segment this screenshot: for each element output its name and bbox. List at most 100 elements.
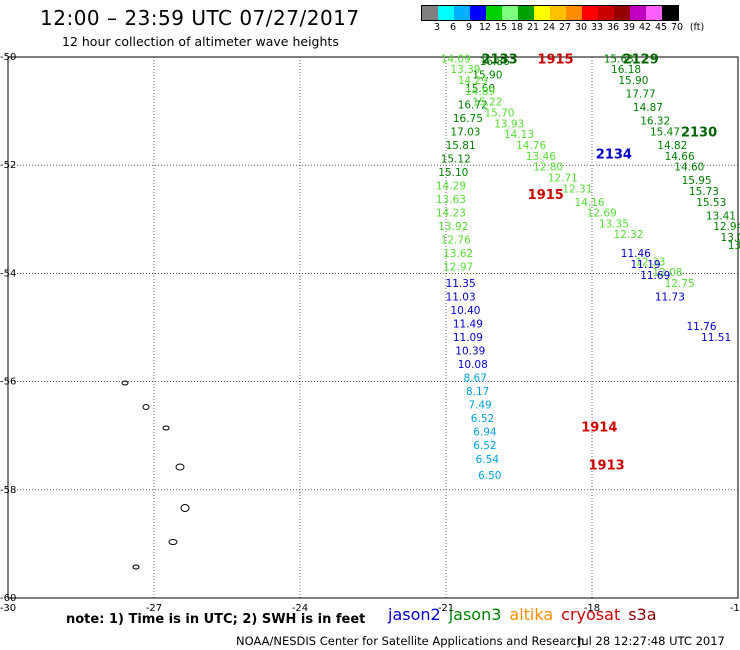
- swh-value: 15.95: [682, 175, 712, 187]
- swh-value: 6.94: [473, 427, 497, 439]
- color-scale-cell: [486, 6, 502, 20]
- island-outline: [175, 463, 185, 471]
- color-scale-label: 30: [574, 22, 588, 33]
- color-scale-labels: 3 6 9 12 15 18 21 24 27 30 33 36 39 42 45 70 (ft): [421, 22, 740, 34]
- swh-value: 12.69: [587, 208, 617, 220]
- swh-value: 12.08: [652, 267, 682, 279]
- footer-note: note: 1) Time is in UTC; 2) SWH is in fe…: [66, 612, 366, 627]
- swh-value: 16.72: [458, 99, 488, 111]
- color-scale-cell: [502, 6, 518, 20]
- swh-value: 12.75: [665, 278, 695, 290]
- swh-value: 13.35: [599, 218, 629, 230]
- legend-item-s3a: s3a: [628, 605, 657, 624]
- swh-value: 14.66: [665, 151, 695, 163]
- swh-value: 12.31: [562, 183, 592, 195]
- pass-number-label: 2133: [481, 53, 517, 68]
- island-outline: [121, 380, 129, 386]
- color-scale-label: 70: [670, 22, 684, 33]
- swh-value: 16.32: [640, 116, 670, 128]
- island-outline: [142, 404, 150, 410]
- color-scale-bar: [421, 5, 679, 21]
- latitude-label: -50: [0, 52, 16, 63]
- swh-value: 11.49: [453, 319, 483, 331]
- pass-number-label: 2134: [596, 147, 632, 162]
- swh-value: 11.46: [621, 248, 651, 260]
- pass-number-label: 1915: [528, 188, 564, 203]
- color-scale-cell: [614, 6, 630, 20]
- pass-labels: 2133 1915 2129 2130 2134 1915 1914 1913: [481, 53, 717, 474]
- swh-value: 11.76: [686, 321, 716, 333]
- swh-value: 10.08: [458, 359, 488, 371]
- color-scale-label: 27: [558, 22, 572, 33]
- swh-value: 8.67: [464, 373, 487, 385]
- swh-value: 14.87: [633, 102, 663, 114]
- swh-value: 12.97: [443, 262, 473, 274]
- color-scale-cell: [534, 6, 550, 20]
- swh-value: 12.32: [613, 229, 643, 241]
- legend-item-altika: altika: [509, 605, 554, 624]
- color-scale-cell: [630, 6, 646, 20]
- pass-number-label: 1914: [581, 421, 617, 436]
- chart-title: 12:00 – 23:59 UTC 07/27/2017: [40, 6, 360, 30]
- swh-value: 8.17: [466, 386, 489, 398]
- swh-value: 11.09: [453, 332, 483, 344]
- color-scale-label: 39: [622, 22, 636, 33]
- swh-value: 15.22: [472, 97, 502, 109]
- swh-value: 6.52: [473, 440, 496, 452]
- color-scale-label: 9: [465, 22, 473, 33]
- swh-value: 11.69: [640, 270, 670, 282]
- swh-values: 15.6316.1815.9017.7714.8716.3215.4714.82…: [436, 53, 740, 482]
- longitude-label: -18: [584, 603, 600, 614]
- swh-value: 14.60: [674, 162, 704, 174]
- color-scale-label: 12: [478, 22, 492, 33]
- swh-value: 15.12: [441, 153, 471, 165]
- latitude-label: -56: [0, 377, 16, 388]
- swh-value: 16.75: [453, 113, 483, 125]
- legend-item-jason2: jason2: [388, 605, 441, 624]
- pass-number-label: 1913: [589, 458, 625, 473]
- swh-value: 12.33: [635, 256, 665, 268]
- pass-number-label: 1915: [537, 53, 573, 68]
- legend-item-cryosat: cryosat: [561, 605, 621, 624]
- swh-value: 11.51: [701, 332, 731, 344]
- swh-value: 15.81: [446, 140, 476, 152]
- swh-value: 13.41: [706, 210, 736, 222]
- swh-value: 13.93: [494, 118, 524, 130]
- map-frame: [7, 56, 739, 599]
- swh-value: 14.89: [465, 86, 495, 98]
- swh-value: 15.10: [438, 167, 468, 179]
- color-scale-label: 42: [638, 22, 652, 33]
- longitude-label: -30: [0, 603, 16, 614]
- swh-value: 17.77: [626, 89, 656, 101]
- map-border: [7, 56, 739, 599]
- chart-subtitle: 12 hour collection of altimeter wave hei…: [62, 34, 339, 49]
- satellite-legend: jason2 jason3 altika cryosat s3a: [388, 605, 665, 624]
- swh-value: 14.09: [441, 53, 471, 65]
- color-scale-cell: [422, 6, 438, 20]
- swh-value: 11.73: [655, 291, 685, 303]
- swh-value: 15.90: [618, 75, 648, 87]
- color-scale-cell: [662, 6, 678, 20]
- pass-number-label: 2130: [681, 126, 717, 141]
- swh-value: 15.90: [472, 70, 502, 82]
- color-scale-cell: [582, 6, 598, 20]
- swh-value: 14.16: [575, 197, 605, 209]
- color-scale-cell: [438, 6, 454, 20]
- color-scale-cell: [566, 6, 582, 20]
- color-scale-cell: [454, 6, 470, 20]
- swh-value: 12.76: [441, 235, 471, 247]
- swh-value: 14.29: [436, 181, 466, 193]
- island-outline: [132, 564, 140, 570]
- island-outline: [168, 539, 178, 545]
- swh-value: 16.86: [480, 56, 510, 68]
- longitude-label: -27: [146, 603, 162, 614]
- swh-value: 13.06: [721, 232, 740, 244]
- color-scale-label: 15: [494, 22, 508, 33]
- axis-labels: -50 -52 -54 -56 -58 -60-30 -27 -24 -21 -18 -15: [0, 52, 740, 614]
- longitude-label: -21: [438, 603, 454, 614]
- color-scale-label: 45: [654, 22, 668, 33]
- color-scale-unit: (ft): [689, 22, 705, 33]
- swh-value: 13.92: [438, 221, 468, 233]
- color-scale-label: 21: [526, 22, 540, 33]
